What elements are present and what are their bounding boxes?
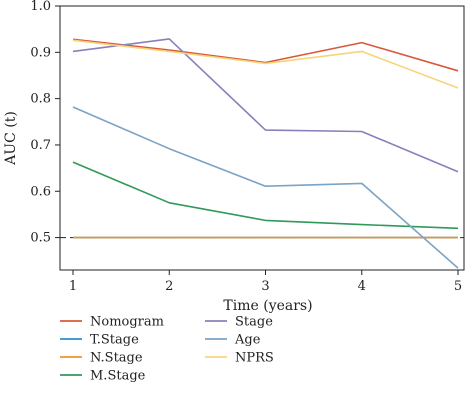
series-line-age xyxy=(72,106,459,269)
legend-label-nomogram: Nomogram xyxy=(90,315,164,330)
series-line-stage xyxy=(72,38,459,173)
y-tick-label: 0.8 xyxy=(30,92,51,107)
axes-layer: 0.5 0.6 0.7 0.8 0.9 1.0 1 2 3 4 5 Time (years) AUC (… xyxy=(3,0,465,314)
series-line-nprs xyxy=(72,39,459,89)
series-layer xyxy=(72,38,459,269)
legend-label-m-stage: M.Stage xyxy=(90,369,146,384)
x-axis-title: Time (years) xyxy=(223,298,312,314)
x-tick-label: 4 xyxy=(358,279,366,294)
plot-frame xyxy=(59,5,465,271)
y-tick-label: 0.7 xyxy=(30,138,51,153)
legend-label-nprs: NPRS xyxy=(235,351,274,366)
series-line-nomogram xyxy=(72,38,459,72)
series-line-m-stage xyxy=(72,161,459,230)
x-tick-label: 1 xyxy=(69,279,77,294)
y-tick-label: 1.0 xyxy=(30,0,51,14)
legend-label-t-stage: T.Stage xyxy=(90,333,139,348)
y-axis-title: AUC (t) xyxy=(3,111,19,166)
legend: Nomogram T.Stage N.Stage M.Stage Stage Age NPR… xyxy=(60,315,274,384)
legend-label-n-stage: N.Stage xyxy=(90,351,143,366)
legend-label-stage: Stage xyxy=(235,315,273,330)
y-tick-label: 0.6 xyxy=(30,184,51,199)
x-tick-label: 3 xyxy=(261,279,269,294)
x-tick-label: 5 xyxy=(454,279,462,294)
y-tick-label: 0.9 xyxy=(30,45,51,60)
x-tick-label: 2 xyxy=(165,279,173,294)
legend-label-age: Age xyxy=(234,333,261,348)
y-tick-label: 0.5 xyxy=(30,231,51,246)
